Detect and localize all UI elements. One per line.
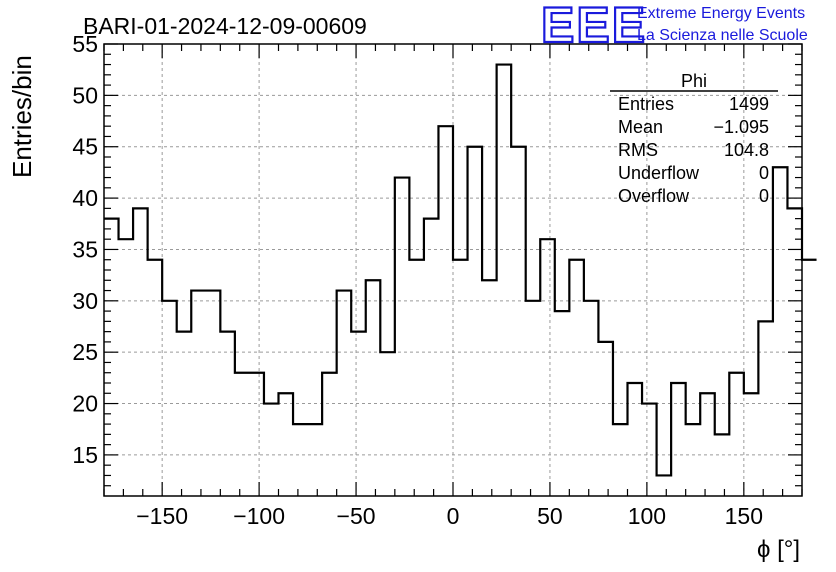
x-tick-label: 0 — [447, 503, 460, 529]
histogram-bin — [438, 126, 453, 496]
eee-logo-line1: Extreme Energy Events — [637, 5, 805, 22]
x-tick-label: 100 — [628, 503, 666, 529]
chart-title: BARI-01-2024-12-09-00609 — [83, 13, 367, 39]
stats-label-overflow: Overflow — [618, 186, 690, 206]
stats-box: Phi Entries 1499 Mean −1.095 RMS 104.8 U… — [610, 71, 778, 206]
histogram-bin — [206, 291, 221, 496]
x-tick-label: 150 — [725, 503, 763, 529]
histogram-bin — [511, 147, 526, 496]
histogram-bin — [642, 404, 657, 496]
stats-label-rms: RMS — [618, 140, 658, 160]
y-tick-label: 40 — [72, 185, 98, 211]
y-tick-label: 20 — [72, 391, 98, 417]
stats-value-rms: 104.8 — [724, 140, 769, 160]
histogram-bin — [802, 260, 817, 496]
histogram-bin — [366, 280, 381, 496]
x-tick-label: −50 — [337, 503, 376, 529]
histogram-bin — [279, 393, 294, 496]
y-tick-label: 15 — [72, 442, 98, 468]
histogram-bin — [482, 280, 497, 496]
y-axis-title: Entries/bin — [7, 55, 37, 178]
histogram-bin — [584, 301, 599, 496]
histogram-bin — [395, 178, 410, 496]
stats-value-entries: 1499 — [729, 94, 769, 114]
y-tick-label: 55 — [72, 31, 98, 57]
histogram-bin — [293, 424, 308, 496]
histogram-bin — [700, 393, 715, 496]
histogram-bin — [628, 383, 643, 496]
stats-value-mean: −1.095 — [713, 117, 769, 137]
histogram-bin — [773, 167, 788, 496]
stats-label-mean: Mean — [618, 117, 663, 137]
histogram-bin — [148, 260, 163, 496]
y-tick-label: 30 — [72, 288, 98, 314]
x-tick-label: −100 — [233, 503, 285, 529]
grid — [104, 43, 802, 496]
y-tick-label: 45 — [72, 134, 98, 160]
histogram-bin — [569, 260, 584, 496]
y-tick-label: 25 — [72, 339, 98, 365]
histogram-bin — [337, 291, 352, 496]
histogram-bin — [424, 219, 439, 496]
eee-logo-mark: EEE — [541, 0, 647, 53]
histogram-bin — [671, 383, 686, 496]
y-tick-label: 50 — [72, 82, 98, 108]
histogram-bin — [613, 424, 628, 496]
eee-logo: EEE Extreme Energy Events La Scienza nel… — [540, 0, 808, 54]
stats-label-entries: Entries — [618, 94, 674, 114]
histogram-bin — [715, 434, 730, 496]
histogram-bin — [308, 424, 323, 496]
stats-value-underflow: 0 — [759, 163, 769, 183]
tick-labels: −150 −100 −50 0 50 100 150 15 20 25 30 35 40 45 50 55 — [72, 31, 763, 529]
x-tick-label: 50 — [537, 503, 563, 529]
histogram-bin — [351, 332, 366, 496]
eee-logo-line2: La Scienza nelle Scuole — [637, 27, 808, 44]
histogram-bin — [540, 239, 555, 496]
histogram-bin — [598, 342, 613, 496]
histogram-bin — [497, 65, 512, 496]
histogram-bin — [119, 239, 134, 496]
stats-value-overflow: 0 — [759, 186, 769, 206]
x-axis-title: ϕ [°] — [757, 536, 800, 563]
histogram-bin — [162, 301, 177, 496]
histogram-bin — [729, 373, 744, 496]
histogram-bin — [264, 404, 279, 496]
histogram-bin — [191, 291, 206, 496]
histogram-bin — [409, 260, 424, 496]
histogram-bin — [453, 260, 468, 496]
histogram-series — [104, 63, 817, 496]
histogram-bin — [380, 352, 395, 496]
histogram-outline — [104, 63, 817, 477]
axis-ticks — [103, 43, 803, 496]
stats-title: Phi — [681, 71, 707, 91]
histogram-bin — [686, 424, 701, 496]
histogram-bin — [526, 301, 541, 496]
histogram-bin — [758, 321, 773, 496]
histogram-bin — [177, 332, 192, 496]
histogram-bin — [744, 393, 759, 496]
histogram-bin — [249, 373, 264, 496]
histogram-bin — [657, 475, 672, 496]
histogram-bin — [322, 373, 337, 496]
y-tick-label: 35 — [72, 236, 98, 262]
histogram-bin — [235, 373, 250, 496]
stats-label-underflow: Underflow — [618, 163, 700, 183]
x-tick-label: −150 — [136, 503, 188, 529]
histogram-bin — [220, 332, 235, 496]
histogram-bin — [468, 147, 483, 496]
